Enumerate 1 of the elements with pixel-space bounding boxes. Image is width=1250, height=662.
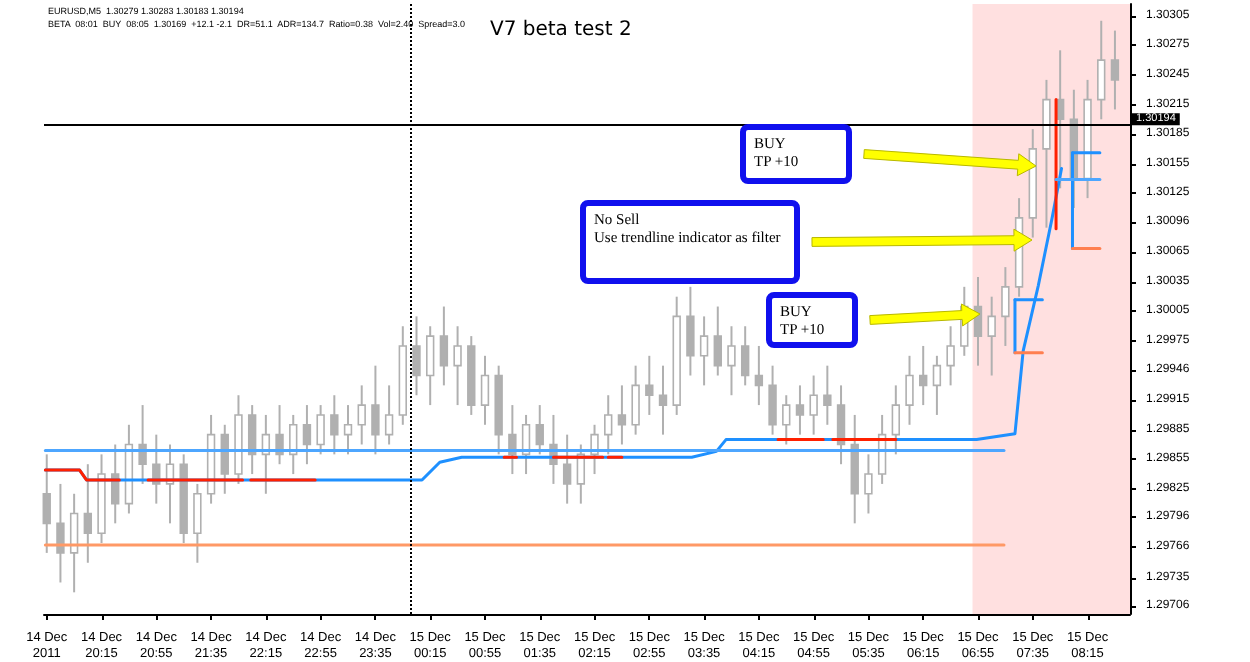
text: V7 beta test 2	[490, 19, 632, 41]
